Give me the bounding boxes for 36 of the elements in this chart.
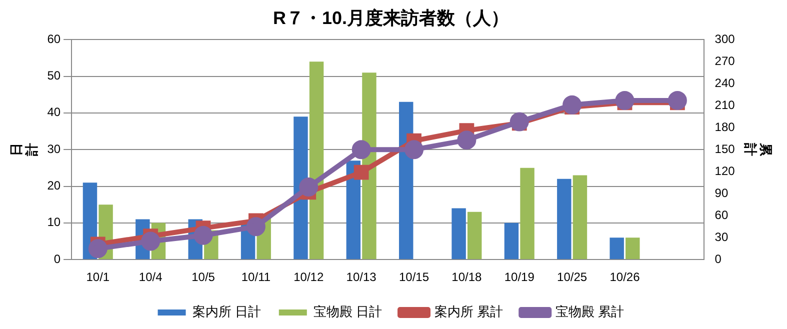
y2-tick-label: 210 xyxy=(714,98,736,112)
y2-tick-label: 0 xyxy=(714,252,722,266)
x-tick-label: 10/13 xyxy=(346,270,377,284)
y2-axis-title: 累計 xyxy=(743,142,774,158)
y2-tick-label: 300 xyxy=(714,32,736,46)
y2-tick-label: 150 xyxy=(714,142,736,156)
legend-label: 宝物殿 累計 xyxy=(556,304,624,320)
legend-label: 宝物殿 日計 xyxy=(313,304,382,320)
x-tick-label: 10/19 xyxy=(504,270,535,284)
y-tick-label: 30 xyxy=(47,142,61,156)
x-tick-label: 10/11 xyxy=(241,270,271,284)
legend-label: 案内所 累計 xyxy=(434,304,504,320)
x-tick-label: 10/18 xyxy=(452,270,482,284)
x-tick-label: 10/5 xyxy=(192,270,216,284)
x-tick-label: 10/15 xyxy=(398,270,430,284)
chart-title: R７・10.月度来訪者数（人） xyxy=(272,8,510,28)
y-tick-label: 20 xyxy=(47,178,61,193)
y2-tick-label: 90 xyxy=(714,186,728,200)
legend-label: 案内所 日計 xyxy=(192,304,261,320)
y-tick-label: 60 xyxy=(47,32,61,46)
y-tick-label: 0 xyxy=(54,252,61,266)
x-tick-label: 10/25 xyxy=(557,270,588,284)
y-axis-title: 日計 xyxy=(8,143,39,158)
y2-tick-label: 120 xyxy=(714,164,736,178)
y2-tick-label: 30 xyxy=(714,230,728,244)
y2-tick-label: 240 xyxy=(714,76,736,90)
y-tick-label: 50 xyxy=(47,68,61,83)
x-tick-label: 10/1 xyxy=(86,270,110,284)
y-tick-label: 40 xyxy=(47,105,61,120)
x-tick-label: 10/12 xyxy=(294,270,324,284)
x-tick-label: 10/26 xyxy=(610,270,640,284)
y-tick-label: 10 xyxy=(47,215,61,230)
y2-tick-label: 180 xyxy=(714,120,736,134)
x-tick-label: 10/4 xyxy=(138,270,163,284)
y2-tick-label: 270 xyxy=(714,54,736,68)
y2-tick-label: 60 xyxy=(714,208,728,222)
